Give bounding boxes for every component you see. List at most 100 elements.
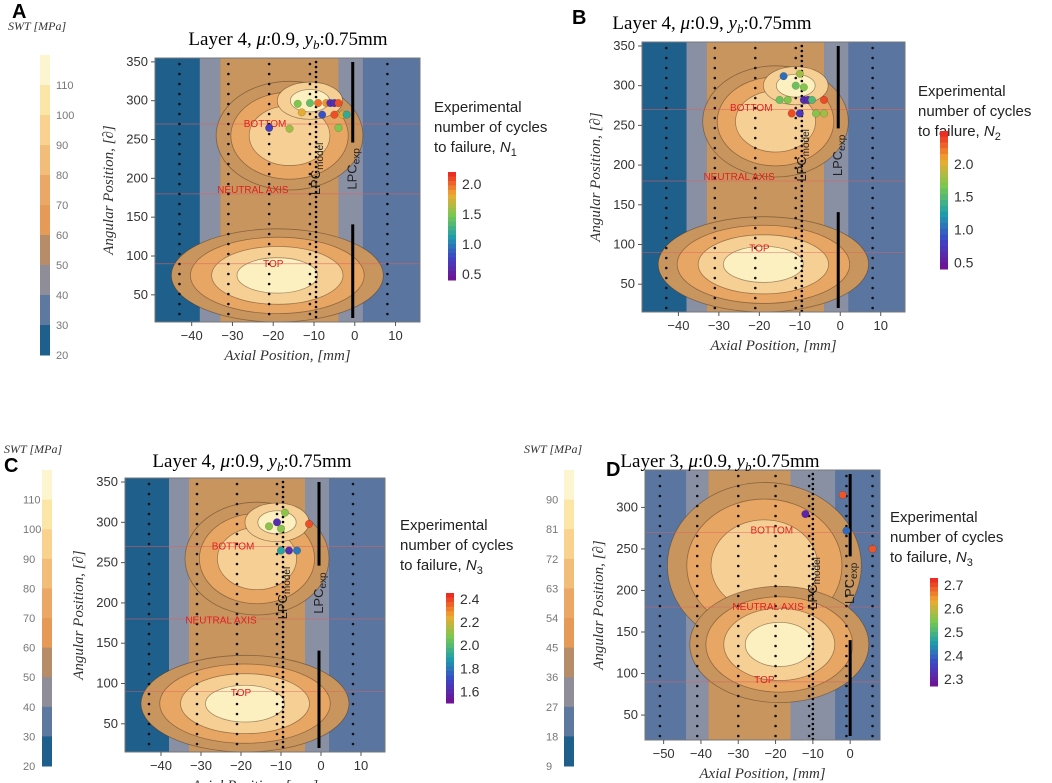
measurement-dot bbox=[664, 176, 668, 180]
measurement-dot bbox=[753, 196, 757, 200]
swt-colorbar-band bbox=[42, 499, 52, 530]
measurement-dot bbox=[753, 186, 757, 190]
lpc-model-dot bbox=[281, 700, 285, 704]
swt-tick-label: 27 bbox=[546, 702, 558, 714]
measurement-dot bbox=[178, 92, 181, 96]
measurement-dot bbox=[807, 504, 811, 508]
measurement-dot bbox=[713, 76, 717, 80]
measurement-dot bbox=[664, 236, 668, 240]
lpc-model-dot bbox=[281, 565, 285, 569]
lpc-model-dot bbox=[811, 567, 815, 571]
legend-text: Experimental bbox=[890, 509, 978, 526]
measurement-dot bbox=[794, 46, 798, 50]
measurement-dot bbox=[664, 286, 668, 290]
cycles-colorbar-tick: 0.5 bbox=[462, 266, 482, 282]
experiment-point bbox=[791, 81, 800, 90]
measurement-dot bbox=[386, 132, 389, 136]
measurement-dot bbox=[794, 206, 798, 210]
measurement-dot bbox=[147, 552, 151, 556]
measurement-dot bbox=[658, 734, 662, 738]
experiment-point bbox=[868, 544, 877, 553]
measurement-dot bbox=[386, 252, 389, 256]
plot-frame bbox=[124, 477, 386, 753]
cycles-colorbar-band bbox=[446, 675, 454, 681]
measurement-dot bbox=[351, 642, 355, 646]
lpc-model-dot bbox=[314, 250, 318, 254]
measurement-dot bbox=[753, 126, 757, 130]
measurement-dot bbox=[774, 474, 777, 478]
measurement-dot bbox=[713, 256, 717, 260]
measurement-dot bbox=[664, 186, 668, 190]
measurement-dot bbox=[275, 702, 279, 706]
cycles-colorbar-band bbox=[448, 244, 456, 249]
lpc-model-dot bbox=[800, 179, 804, 183]
cycles-colorbar-tick: 2.3 bbox=[944, 671, 964, 687]
measurement-dot bbox=[308, 92, 312, 96]
lpc-model-dot bbox=[811, 692, 815, 696]
measurement-dot bbox=[664, 156, 668, 160]
lpc-model-dot bbox=[811, 642, 815, 646]
measurement-dot bbox=[774, 504, 777, 508]
lpc-model-dot bbox=[281, 555, 285, 559]
measurement-dot bbox=[871, 714, 874, 718]
measurement-dot bbox=[736, 584, 740, 588]
experiment-point bbox=[276, 524, 286, 533]
y-tick-label: 300 bbox=[126, 93, 148, 108]
measurement-dot bbox=[195, 592, 199, 596]
measurement-dot bbox=[658, 664, 662, 668]
lpc-model-dot bbox=[281, 640, 285, 644]
lpc-model-dot bbox=[281, 675, 285, 679]
cycles-colorbar-band bbox=[940, 234, 948, 241]
lpc-model-dot bbox=[811, 627, 815, 631]
measurement-dot bbox=[845, 474, 848, 478]
measurement-dot bbox=[227, 182, 230, 186]
measurement-dot bbox=[351, 722, 355, 726]
legend-text: number of cycles bbox=[434, 119, 547, 136]
cycles-colorbar-band bbox=[446, 597, 454, 603]
swt-tick-label: 20 bbox=[23, 761, 35, 773]
region-label: NEUTRAL AXIS bbox=[732, 602, 804, 613]
swt-tick-label: 54 bbox=[546, 613, 558, 625]
measurement-dot bbox=[774, 484, 777, 488]
cycles-colorbar-band bbox=[930, 641, 938, 646]
cycles-colorbar-band bbox=[448, 181, 456, 186]
measurement-dot bbox=[807, 724, 811, 728]
lpc-model-dot bbox=[800, 49, 804, 53]
measurement-dot bbox=[178, 122, 181, 126]
measurement-dot bbox=[695, 474, 699, 478]
swt-tick-label: 50 bbox=[23, 672, 35, 684]
swt-tick-label: 100 bbox=[56, 110, 74, 122]
lpc-model-dot bbox=[281, 710, 285, 714]
lpc-model-dot bbox=[800, 164, 804, 168]
measurement-dot bbox=[845, 584, 848, 588]
measurement-dot bbox=[147, 482, 151, 486]
experiment-point bbox=[783, 95, 792, 105]
lpc-model-dot bbox=[314, 95, 318, 99]
cycles-colorbar-tick: 2.0 bbox=[462, 176, 482, 192]
measurement-dot bbox=[753, 226, 757, 230]
cycles-colorbar-band bbox=[940, 159, 948, 166]
lpc-model-dot bbox=[800, 124, 804, 128]
measurement-dot bbox=[351, 572, 355, 576]
chart-title: Layer 4, μ:0.9, yb:0.75mm bbox=[152, 451, 351, 474]
legend-text: to failure, N2 bbox=[918, 123, 1001, 143]
x-tick-label: −40 bbox=[181, 328, 203, 343]
y-tick-label: 300 bbox=[613, 78, 635, 93]
lpc-model-dot bbox=[281, 590, 285, 594]
lpc-model-dot bbox=[314, 195, 318, 199]
measurement-dot bbox=[736, 654, 740, 658]
experiment-point bbox=[272, 518, 282, 527]
measurement-dot bbox=[753, 66, 757, 70]
measurement-dot bbox=[351, 662, 355, 666]
measurement-dot bbox=[695, 494, 699, 498]
lpc-model-dot bbox=[281, 535, 285, 539]
measurement-dot bbox=[695, 514, 699, 518]
measurement-dot bbox=[386, 112, 389, 116]
region-label: TOP bbox=[263, 259, 284, 270]
lpc-model-dot bbox=[800, 304, 804, 308]
x-tick-label: −30 bbox=[727, 746, 749, 761]
measurement-dot bbox=[178, 262, 181, 266]
x-tick-label: −10 bbox=[303, 328, 325, 343]
measurement-dot bbox=[695, 634, 699, 638]
measurement-dot bbox=[308, 202, 312, 206]
